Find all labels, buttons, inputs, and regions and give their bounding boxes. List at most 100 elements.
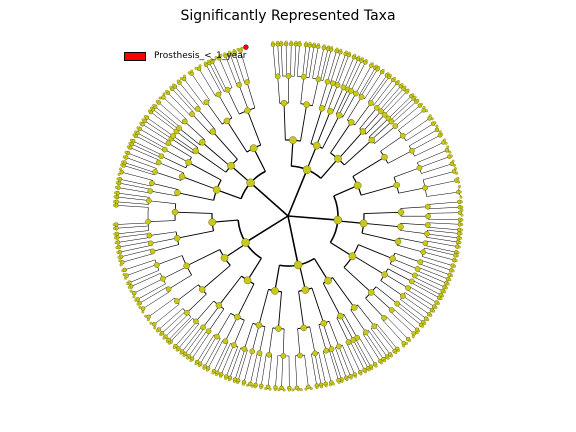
branch <box>244 323 254 350</box>
taxon-node <box>265 384 271 390</box>
taxon-node <box>324 276 332 285</box>
branch <box>328 321 340 347</box>
leaf-node <box>179 351 183 355</box>
branch <box>300 76 305 104</box>
branch <box>380 135 403 152</box>
leaf-node <box>458 185 461 188</box>
taxon-node <box>149 180 155 187</box>
branch <box>358 244 393 260</box>
branch <box>350 341 365 371</box>
branch <box>261 354 267 386</box>
leaf-node <box>405 341 408 345</box>
branch <box>400 299 427 319</box>
branch <box>327 50 337 82</box>
branch <box>179 82 200 108</box>
branch <box>131 273 161 287</box>
taxon-node <box>194 106 201 112</box>
branch <box>282 328 285 356</box>
taxon-node <box>302 165 312 175</box>
branch <box>426 191 459 197</box>
branch <box>196 334 215 363</box>
branch <box>287 169 308 217</box>
leaf-node <box>406 88 410 92</box>
taxon-node <box>381 315 387 321</box>
leaf-node <box>453 167 457 171</box>
taxon-node <box>181 118 188 125</box>
taxon-node <box>417 259 424 265</box>
branch <box>281 355 284 388</box>
branch <box>216 313 231 337</box>
taxon-node <box>222 338 229 345</box>
leaf-node <box>112 203 116 207</box>
highlighted-taxon-node <box>243 44 249 50</box>
branch <box>427 229 460 234</box>
taxon-node <box>249 348 256 355</box>
branch <box>212 61 227 91</box>
leaf-node <box>141 310 145 314</box>
leaf-node <box>423 322 427 325</box>
leaf-node <box>367 368 371 372</box>
leaf-node <box>403 85 407 89</box>
taxon-node <box>337 312 344 320</box>
leaf-node <box>139 121 143 125</box>
branch <box>305 45 311 78</box>
branch <box>118 237 150 243</box>
leaf-node <box>440 132 444 136</box>
branch <box>283 103 286 141</box>
leaf-node <box>416 98 420 102</box>
branch <box>155 106 181 128</box>
taxon-node <box>409 147 415 154</box>
leaf-node <box>152 103 156 107</box>
taxon-node <box>174 189 181 196</box>
leaf-node <box>443 290 447 294</box>
leaf-node <box>172 83 175 87</box>
branch <box>167 92 191 116</box>
branch <box>126 264 157 276</box>
taxon-node <box>279 385 284 391</box>
leaf-node <box>159 333 163 336</box>
branch <box>360 184 397 196</box>
branch <box>168 274 192 290</box>
branch <box>220 344 234 375</box>
leaf-node <box>397 348 400 352</box>
branch <box>287 215 299 266</box>
leaf-node <box>132 295 136 299</box>
branch <box>398 187 426 194</box>
taxon-node <box>300 74 307 80</box>
branch <box>277 76 280 104</box>
branch <box>216 343 231 373</box>
branch <box>183 78 204 105</box>
branch <box>119 245 152 253</box>
branch <box>350 309 367 333</box>
taxon-node <box>248 381 253 387</box>
branch <box>370 328 391 355</box>
branch <box>204 338 221 367</box>
leaf-node <box>421 324 425 328</box>
taxon-node <box>161 95 166 100</box>
branch <box>124 162 155 173</box>
taxon-node <box>289 136 297 145</box>
leaf-node <box>189 358 193 362</box>
taxon-node <box>181 76 187 82</box>
taxon-node <box>217 56 222 61</box>
branch <box>360 69 378 97</box>
branch <box>400 230 427 235</box>
leaf-node <box>448 278 452 282</box>
taxon-node <box>334 82 341 88</box>
taxon-node <box>241 238 250 247</box>
leaf-node <box>320 385 323 389</box>
taxon-node <box>256 350 263 356</box>
taxon-node <box>161 146 168 153</box>
leaf-node <box>460 213 464 217</box>
leaf-node <box>374 364 378 368</box>
taxon-node <box>420 249 427 255</box>
taxon-node <box>425 213 431 220</box>
branch <box>247 258 262 281</box>
branch <box>309 326 316 354</box>
leaf-node <box>426 318 430 322</box>
branch <box>127 152 158 165</box>
branch <box>346 342 361 373</box>
taxon-node <box>152 169 158 175</box>
taxon-node <box>119 169 124 175</box>
taxon-node <box>244 107 251 114</box>
